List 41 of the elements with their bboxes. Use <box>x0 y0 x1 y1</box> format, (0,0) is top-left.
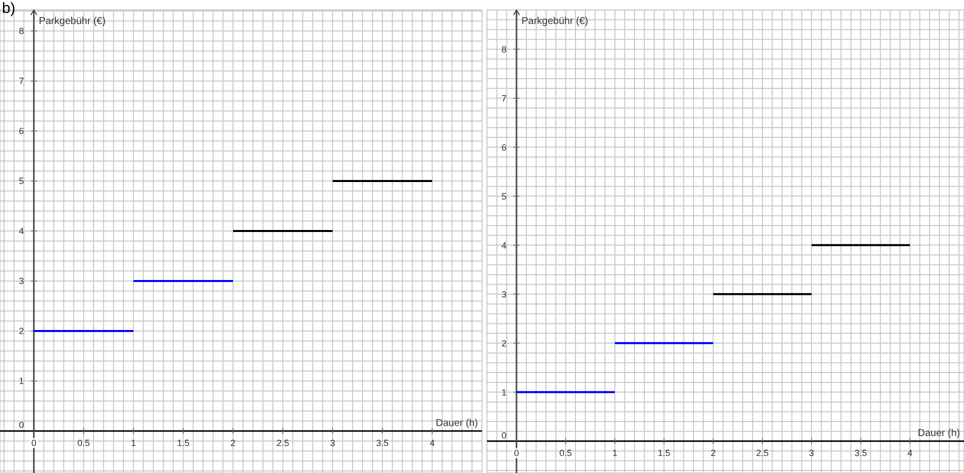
x-tick-label: 4 <box>430 438 435 448</box>
y-axis-title: Parkgebühr (€) <box>522 16 588 27</box>
y-tick-label: 1 <box>18 376 24 386</box>
x-tick-label: 3 <box>809 448 814 458</box>
x-tick-label: 2.5 <box>756 448 769 458</box>
y-tick-label: 2 <box>501 338 507 348</box>
y-tick-label: 3 <box>18 276 24 286</box>
y-axis-title: Parkgebühr (€) <box>38 16 106 27</box>
x-tick-label: 3.5 <box>854 448 867 458</box>
y-tick-label: 5 <box>501 191 507 202</box>
y-tick-label: 1 <box>501 387 507 398</box>
y-tick-label: 2 <box>18 326 24 336</box>
y-tick-label: 6 <box>501 142 507 152</box>
x-tick-label: 3.5 <box>376 438 389 448</box>
y-tick-label: 7 <box>501 93 507 104</box>
x-tick-label: 0 <box>514 448 520 458</box>
y-tick-label: 0 <box>501 430 507 440</box>
x-tick-label: 3 <box>330 438 336 448</box>
y-tick-label: 3 <box>501 289 507 300</box>
y-tick-label: 5 <box>18 176 24 186</box>
chart-title: b) <box>2 0 16 17</box>
x-tick-label: 2.5 <box>276 438 290 448</box>
x-tick-label: 0 <box>31 438 36 448</box>
y-tick-label: 4 <box>18 226 24 236</box>
x-tick-label: 2 <box>230 438 236 448</box>
y-tick-label: 6 <box>18 126 24 136</box>
y-tick-label: 8 <box>501 44 507 54</box>
y-tick-label: 0 <box>18 420 24 430</box>
x-axis-title: Dauer (h) <box>918 428 960 440</box>
y-tick-label: 4 <box>501 240 507 250</box>
x-axis-title: Dauer (h) <box>436 418 478 429</box>
x-tick-label: 1 <box>130 438 136 448</box>
x-tick-label: 0.5 <box>77 438 90 448</box>
x-tick-label: 4 <box>907 448 912 458</box>
x-tick-label: 0.5 <box>559 448 572 458</box>
y-tick-label: 8 <box>18 26 24 36</box>
x-tick-label: 1.5 <box>658 448 670 458</box>
x-tick-label: 1 <box>612 448 618 458</box>
x-tick-label: 1.5 <box>176 438 190 448</box>
y-tick-label: 7 <box>18 76 24 86</box>
x-tick-label: 2 <box>710 448 716 458</box>
